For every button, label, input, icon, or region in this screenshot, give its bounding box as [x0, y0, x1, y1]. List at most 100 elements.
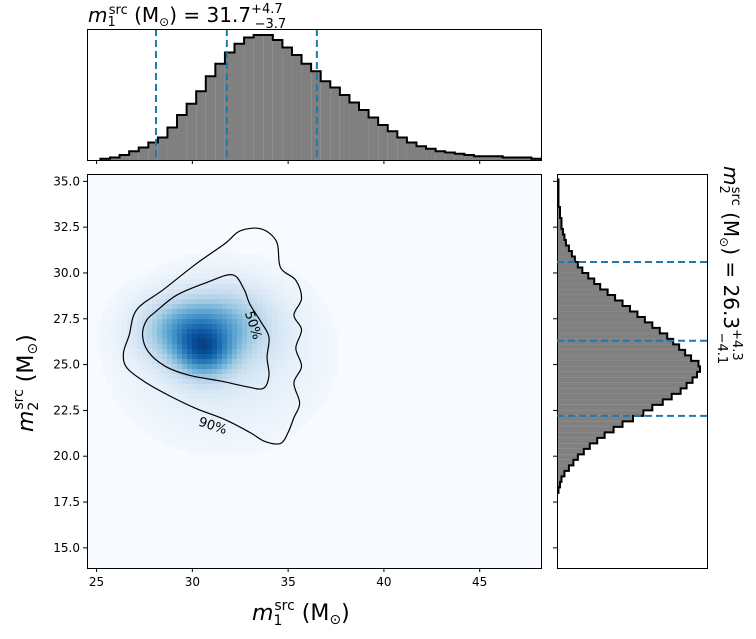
heatmap-cell: [147, 394, 153, 400]
heatmap-cell: [257, 339, 263, 345]
heatmap-cell: [172, 444, 178, 450]
heatmap-cell: [277, 434, 283, 440]
heatmap-cell: [102, 314, 108, 320]
heatmap-cell: [202, 369, 208, 375]
heatmap-cell: [207, 409, 213, 415]
heatmap-cell: [137, 424, 143, 430]
heatmap-cell: [247, 334, 253, 340]
heatmap-cell: [312, 324, 318, 330]
heatmap-cell: [227, 389, 233, 395]
heatmap-cell: [312, 339, 318, 345]
heatmap-cell: [242, 284, 248, 290]
heatmap-cell: [142, 334, 148, 340]
heatmap-cell: [317, 389, 323, 395]
heatmap-cell: [167, 339, 173, 345]
heatmap-cell: [207, 364, 213, 370]
heatmap-cell: [182, 424, 188, 430]
heatmap-cell: [252, 319, 258, 325]
heatmap-cell: [212, 329, 218, 335]
heatmap-cell: [272, 339, 278, 345]
heatmap-cell: [142, 294, 148, 300]
heatmap-cell: [137, 354, 143, 360]
heatmap-cell: [142, 424, 148, 430]
heatmap-cell: [282, 294, 288, 300]
heatmap-cell: [117, 324, 123, 330]
heatmap-cell: [142, 369, 148, 375]
heatmap-cell: [252, 259, 258, 265]
heatmap-cell: [157, 394, 163, 400]
heatmap-cell: [187, 339, 193, 345]
heatmap-cell: [152, 294, 158, 300]
heatmap-cell: [197, 294, 203, 300]
heatmap-cell: [207, 429, 213, 435]
heatmap-cell: [307, 349, 313, 355]
heatmap-cell: [287, 269, 293, 275]
heatmap-cell: [287, 284, 293, 290]
heatmap-cell: [182, 324, 188, 330]
heatmap-cell: [307, 374, 313, 380]
heatmap-cell: [332, 369, 338, 375]
heatmap-cell: [287, 304, 293, 310]
heatmap-cell: [242, 309, 248, 315]
heatmap-cell: [107, 304, 113, 310]
heatmap-cell: [307, 284, 313, 290]
heatmap-cell: [232, 359, 238, 365]
heatmap-cell: [282, 289, 288, 295]
heatmap-cell: [322, 319, 328, 325]
heatmap-cell: [217, 294, 223, 300]
heatmap-cell: [192, 424, 198, 430]
heatmap-cell: [327, 374, 333, 380]
heatmap-cell: [162, 394, 168, 400]
heatmap-cell: [257, 414, 263, 420]
heatmap-cell: [312, 394, 318, 400]
y-tick-label: 17.5: [53, 495, 80, 509]
heatmap-cell: [302, 339, 308, 345]
heatmap-cell: [192, 334, 198, 340]
heatmap-cell: [272, 379, 278, 385]
heatmap-cell: [202, 279, 208, 285]
heatmap-cell: [257, 379, 263, 385]
heatmap-cell: [307, 359, 313, 365]
heatmap-cell: [182, 379, 188, 385]
heatmap-cell: [162, 289, 168, 295]
heatmap-cell: [147, 389, 153, 395]
heatmap-cell: [182, 394, 188, 400]
heatmap-cell: [287, 434, 293, 440]
heatmap-cell: [227, 399, 233, 405]
heatmap-cell: [327, 319, 333, 325]
heatmap-cell: [132, 369, 138, 375]
heatmap-cell: [237, 264, 243, 270]
heatmap-cell: [322, 304, 328, 310]
heatmap-cell: [222, 259, 228, 265]
heatmap-cell: [332, 374, 338, 380]
heatmap-cell: [297, 354, 303, 360]
heatmap-cell: [167, 404, 173, 410]
heatmap-cell: [272, 384, 278, 390]
heatmap-cell: [202, 434, 208, 440]
heatmap-cell: [272, 429, 278, 435]
heatmap-cell: [227, 304, 233, 310]
heatmap-cell: [122, 294, 128, 300]
heatmap-cell: [207, 399, 213, 405]
heatmap-cell: [187, 269, 193, 275]
heatmap-cell: [252, 324, 258, 330]
heatmap-cell: [212, 359, 218, 365]
heatmap-cell: [157, 324, 163, 330]
heatmap-cell: [287, 339, 293, 345]
heatmap-cell: [197, 354, 203, 360]
heatmap-cell: [172, 314, 178, 320]
heatmap-cell: [167, 384, 173, 390]
heatmap-cell: [242, 329, 248, 335]
heatmap-cell: [177, 399, 183, 405]
heatmap-cell: [202, 354, 208, 360]
heatmap-cell: [282, 374, 288, 380]
heatmap-cell: [182, 254, 188, 260]
heatmap-cell: [252, 284, 258, 290]
heatmap-cell: [212, 429, 218, 435]
heatmap-cell: [107, 319, 113, 325]
heatmap-cell: [307, 324, 313, 330]
top-hist-bar: [119, 155, 130, 160]
heatmap-cell: [122, 384, 128, 390]
heatmap-cell: [332, 344, 338, 350]
heatmap-cell: [242, 269, 248, 275]
